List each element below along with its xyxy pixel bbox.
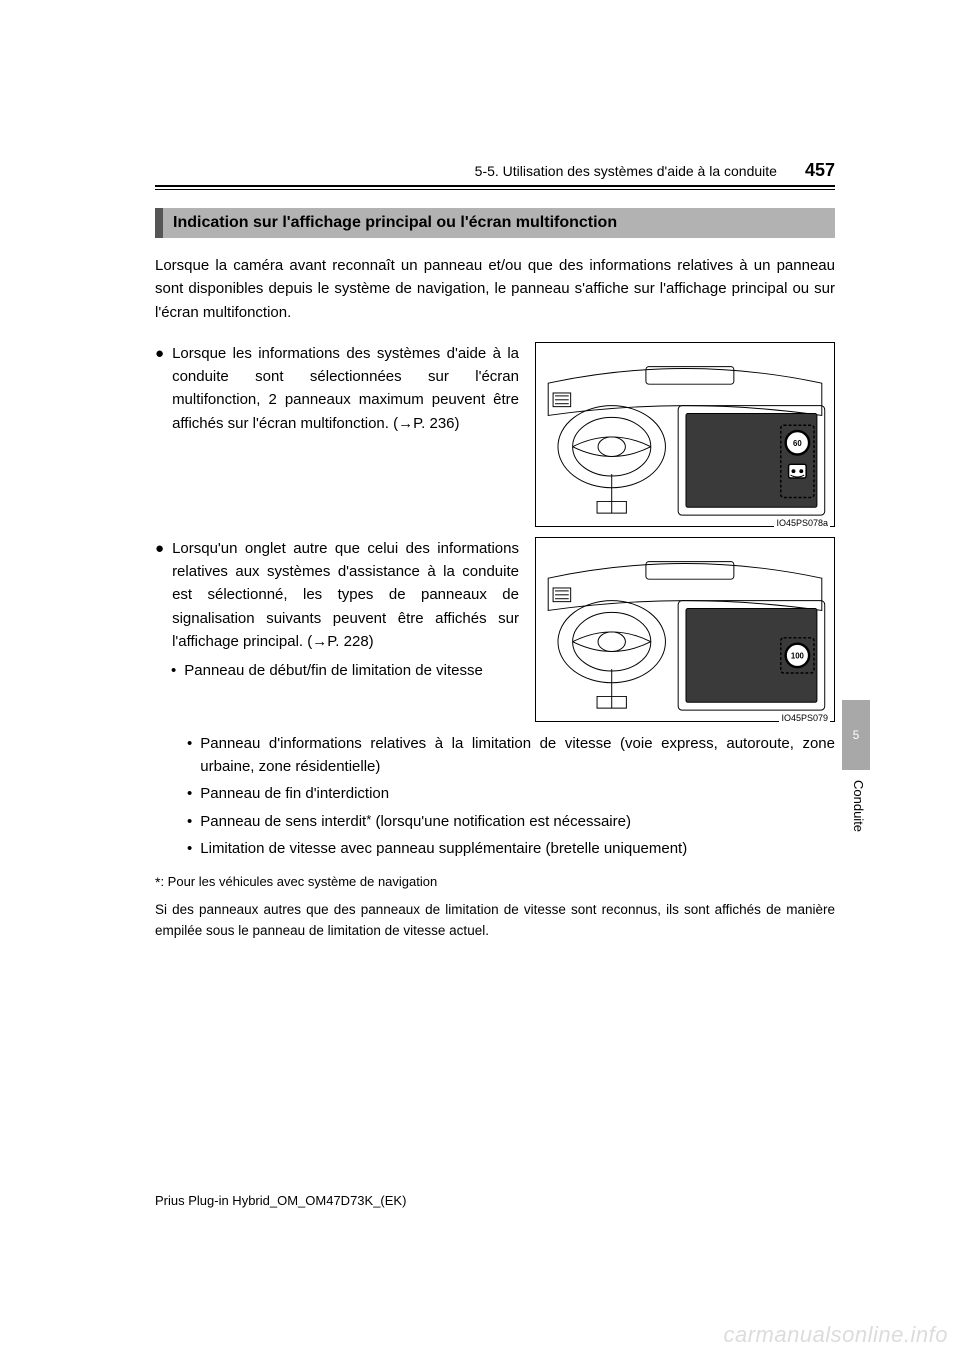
header-rule xyxy=(155,185,835,190)
sign-value-1: 60 xyxy=(793,439,802,448)
watermark: carmanualsonline.info xyxy=(723,1322,948,1348)
section-title: 5-5. Utilisation des systèmes d'aide à l… xyxy=(475,163,777,179)
figure-2: 100 IO45PS079 xyxy=(535,537,835,722)
chapter-label: Conduite xyxy=(851,780,866,832)
subbullet-dot-icon: • xyxy=(187,732,192,779)
subitem-3: Panneau de sens interdit* (lorsqu'une no… xyxy=(200,810,631,833)
content-area: 5-5. Utilisation des systèmes d'aide à l… xyxy=(155,160,835,942)
bullet-1-text: Lorsque les informations des systèmes d'… xyxy=(172,342,519,435)
subbullet-dot-icon: • xyxy=(187,810,192,833)
closing-paragraph: Si des panneaux autres que des panneaux … xyxy=(155,900,835,942)
bullet-dot-icon: ● xyxy=(155,342,164,435)
intro-paragraph: Lorsque la caméra avant reconnaît un pan… xyxy=(155,254,835,324)
page-number: 457 xyxy=(805,160,835,181)
bullet-1-text-wrap: ● Lorsque les informations des systèmes … xyxy=(155,342,519,435)
figure-1-caption: IO45PS078a xyxy=(774,518,830,528)
subbullet-dot-icon: • xyxy=(187,782,192,805)
bullet-dot-icon: ● xyxy=(155,537,164,653)
dashboard-illustration-1: 60 xyxy=(542,349,828,520)
subitem-1: Panneau d'informations relatives à la li… xyxy=(200,732,835,779)
footnote-text: : Pour les véhicules avec système de nav… xyxy=(160,874,437,889)
bullet-block-1: ● Lorsque les informations des systèmes … xyxy=(155,342,835,527)
bullet-block-2: ● Lorsqu'un onglet autre que celui des i… xyxy=(155,537,835,722)
figure-2-caption: IO45PS079 xyxy=(779,713,830,723)
running-header: 5-5. Utilisation des systèmes d'aide à l… xyxy=(155,160,835,181)
chapter-number: 5 xyxy=(853,728,860,742)
section-heading: Indication sur l'affichage principal ou … xyxy=(155,208,835,238)
figure-1: 60 IO45PS078a xyxy=(535,342,835,527)
bullet-2-text: Lorsqu'un onglet autre que celui des inf… xyxy=(172,537,519,653)
subitem-4: Limitation de vitesse avec panneau suppl… xyxy=(200,837,687,860)
subitem-0: Panneau de début/fin de limitation de vi… xyxy=(184,659,483,682)
subbullet-dot-icon: • xyxy=(187,837,192,860)
footer-text: Prius Plug-in Hybrid_OM_OM47D73K_(EK) xyxy=(155,1193,406,1208)
page: 5-5. Utilisation des systèmes d'aide à l… xyxy=(0,0,960,1358)
subbullet-dot-icon: • xyxy=(171,659,176,682)
sign-value-2: 100 xyxy=(791,651,805,660)
chapter-tab: 5 xyxy=(842,700,870,770)
bullet-2-text-wrap: ● Lorsqu'un onglet autre que celui des i… xyxy=(155,537,519,687)
sub-list-rest: •Panneau d'informations relatives à la l… xyxy=(155,732,835,860)
subitem-2: Panneau de fin d'interdiction xyxy=(200,782,389,805)
footnote: *: Pour les véhicules avec système de na… xyxy=(155,874,835,890)
dashboard-illustration-2: 100 xyxy=(542,544,828,715)
sub-list-partial: • Panneau de début/fin de limitation de v… xyxy=(155,659,519,682)
